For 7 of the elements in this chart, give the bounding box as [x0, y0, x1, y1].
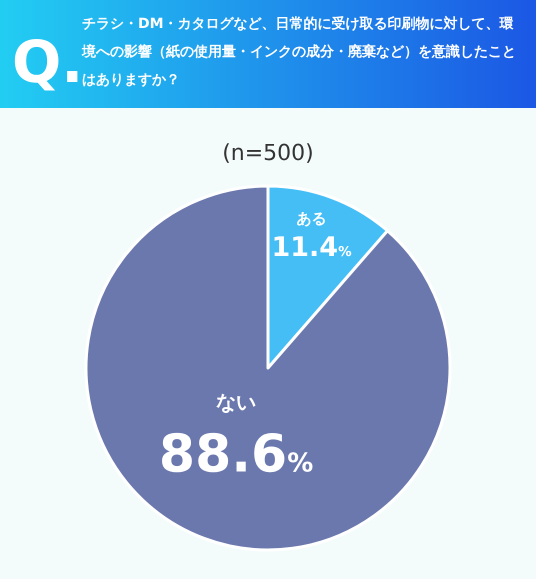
slice-label: ない	[216, 390, 256, 414]
data-label: 11.4%	[271, 232, 352, 263]
chart-title: チラシ・DM・カタログなど、日常的に受け取る印刷物に対して、環境への影響（紙の使用量・インクの成分・廃棄など）を意識したことはありますか？	[81, 15, 516, 88]
slice-label: ある	[296, 209, 327, 228]
pie-slice	[84, 184, 452, 552]
data-label: 88.6%	[158, 424, 314, 484]
chart-subtitle: (n=500)	[222, 141, 314, 166]
